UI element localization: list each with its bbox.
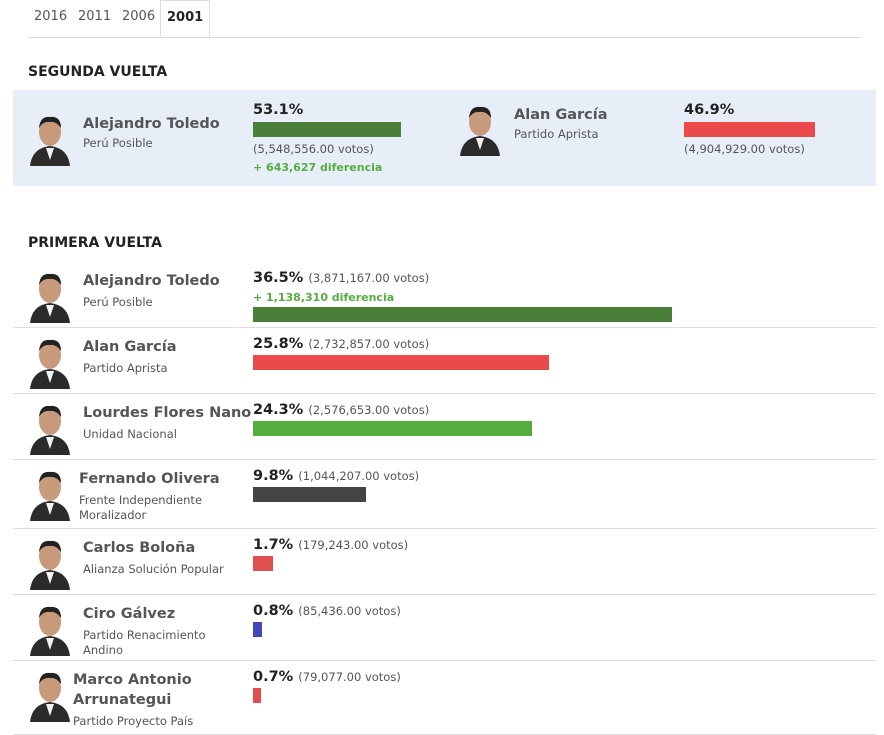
percent-label: 36.5% bbox=[253, 270, 304, 286]
candidate-name: Ciro Gálvez bbox=[83, 606, 176, 622]
percent-label: 0.8% bbox=[253, 603, 294, 619]
candidate-photo bbox=[30, 471, 70, 521]
candidate-name: Alan García bbox=[514, 107, 608, 123]
candidate-name: Marco Antonio Arrunategui bbox=[73, 672, 192, 708]
candidate-name: Lourdes Flores Nano bbox=[83, 405, 252, 421]
difference: + 1,138,310 diferencia bbox=[253, 291, 395, 304]
row-divider bbox=[13, 393, 876, 394]
candidate-photo bbox=[30, 405, 70, 455]
row-divider bbox=[13, 327, 876, 328]
row-divider bbox=[13, 660, 876, 661]
row-divider bbox=[13, 594, 876, 595]
difference: + 643,627 diferencia bbox=[253, 161, 383, 174]
candidate-photo bbox=[460, 106, 500, 156]
percent-label: 46.9% bbox=[684, 102, 735, 118]
percent-label: 9.8% bbox=[253, 468, 294, 484]
percent-label: 0.7% bbox=[253, 669, 294, 685]
percent-label: 1.7% bbox=[253, 537, 294, 553]
vote-bar bbox=[253, 421, 532, 436]
party-name: Partido Renacimiento Andino bbox=[83, 628, 206, 657]
year-tab[interactable]: 2006 bbox=[122, 9, 156, 24]
vote-bar bbox=[253, 622, 263, 637]
vote-count: (79,077.00 votos) bbox=[298, 670, 401, 684]
candidate-photo bbox=[30, 339, 70, 389]
candidate-info: Marco Antonio Arrunategui Partido Proyect… bbox=[73, 670, 238, 729]
candidate-photo bbox=[30, 116, 70, 166]
vote-bar bbox=[253, 307, 673, 322]
result-line: 24.3% (2,576,653.00 votos) bbox=[253, 401, 429, 419]
result-line: 1.7% (179,243.00 votos) bbox=[253, 536, 408, 554]
vote-count: (179,243.00 votos) bbox=[298, 538, 409, 552]
vote-bar bbox=[253, 688, 262, 703]
vote-count: (2,576,653.00 votos) bbox=[308, 403, 430, 417]
candidate-info: Fernando Olivera Frente Independiente Mor… bbox=[79, 469, 244, 523]
party-name: Partido Aprista bbox=[83, 361, 168, 375]
percent-label: 53.1% bbox=[253, 102, 304, 118]
vote-count: (85,436.00 votos) bbox=[298, 604, 401, 618]
vote-count: (1,044,207.00 votos) bbox=[298, 469, 420, 483]
candidate-name: Alejandro Toledo bbox=[83, 273, 220, 289]
vote-bar bbox=[253, 556, 273, 571]
year-tab[interactable]: 2016 bbox=[34, 9, 68, 24]
vote-count: (5,548,556.00 votos) bbox=[253, 142, 374, 156]
candidate-info: Alan García Partido Aprista bbox=[83, 337, 248, 376]
candidate-photo bbox=[30, 606, 70, 656]
candidate-name: Fernando Olivera bbox=[79, 471, 220, 487]
party-name: Unidad Nacional bbox=[83, 427, 177, 441]
candidate-name: Alejandro Toledo bbox=[83, 116, 220, 132]
year-tab[interactable]: 2001 bbox=[160, 0, 211, 37]
tab-underline bbox=[28, 37, 861, 38]
percent-label: 24.3% bbox=[253, 402, 304, 418]
vote-bar bbox=[253, 355, 550, 370]
candidate-info: Lourdes Flores Nano Unidad Nacional bbox=[83, 403, 253, 442]
section-title: PRIMERA VUELTA bbox=[28, 235, 162, 251]
vote-bar bbox=[253, 487, 366, 502]
result-line: 0.7% (79,077.00 votos) bbox=[253, 668, 401, 686]
vote-bar bbox=[684, 122, 815, 137]
party-name: Partido Proyecto País bbox=[73, 714, 194, 728]
party-name: Perú Posible bbox=[83, 295, 153, 309]
candidate-info: Carlos Boloña Alianza Solución Popular bbox=[83, 538, 248, 577]
section-title: SEGUNDA VUELTA bbox=[28, 64, 168, 80]
candidate-info: Alan García Partido Aprista bbox=[514, 105, 674, 142]
result-line: 0.8% (85,436.00 votos) bbox=[253, 602, 401, 620]
candidate-info: Alejandro Toledo Perú Posible bbox=[83, 271, 248, 310]
candidate-photo bbox=[30, 672, 70, 722]
year-tab[interactable]: 2011 bbox=[78, 9, 112, 24]
candidate-info: Alejandro Toledo Perú Posible bbox=[83, 114, 243, 151]
row-divider bbox=[13, 528, 876, 529]
candidate-photo bbox=[30, 273, 70, 323]
candidate-name: Carlos Boloña bbox=[83, 540, 196, 556]
vote-count: (4,904,929.00 votos) bbox=[684, 142, 805, 156]
vote-count: (3,871,167.00 votos) bbox=[308, 271, 430, 285]
vote-count: (2,732,857.00 votos) bbox=[308, 337, 430, 351]
candidate-name: Alan García bbox=[83, 339, 177, 355]
party-name: Alianza Solución Popular bbox=[83, 562, 224, 576]
result-line: 36.5% (3,871,167.00 votos) bbox=[253, 269, 429, 287]
candidate-photo bbox=[30, 540, 70, 590]
vote-bar bbox=[253, 122, 402, 137]
candidate-info: Ciro Gálvez Partido Renacimiento Andino bbox=[83, 604, 248, 658]
percent-label: 25.8% bbox=[253, 336, 304, 352]
party-name: Frente Independiente Moralizador bbox=[79, 493, 203, 522]
party-name: Perú Posible bbox=[83, 136, 153, 150]
result-line: 25.8% (2,732,857.00 votos) bbox=[253, 335, 429, 353]
second-round-panel bbox=[13, 90, 876, 186]
result-line: 9.8% (1,044,207.00 votos) bbox=[253, 467, 419, 485]
row-divider bbox=[13, 459, 876, 460]
party-name: Partido Aprista bbox=[514, 127, 599, 141]
